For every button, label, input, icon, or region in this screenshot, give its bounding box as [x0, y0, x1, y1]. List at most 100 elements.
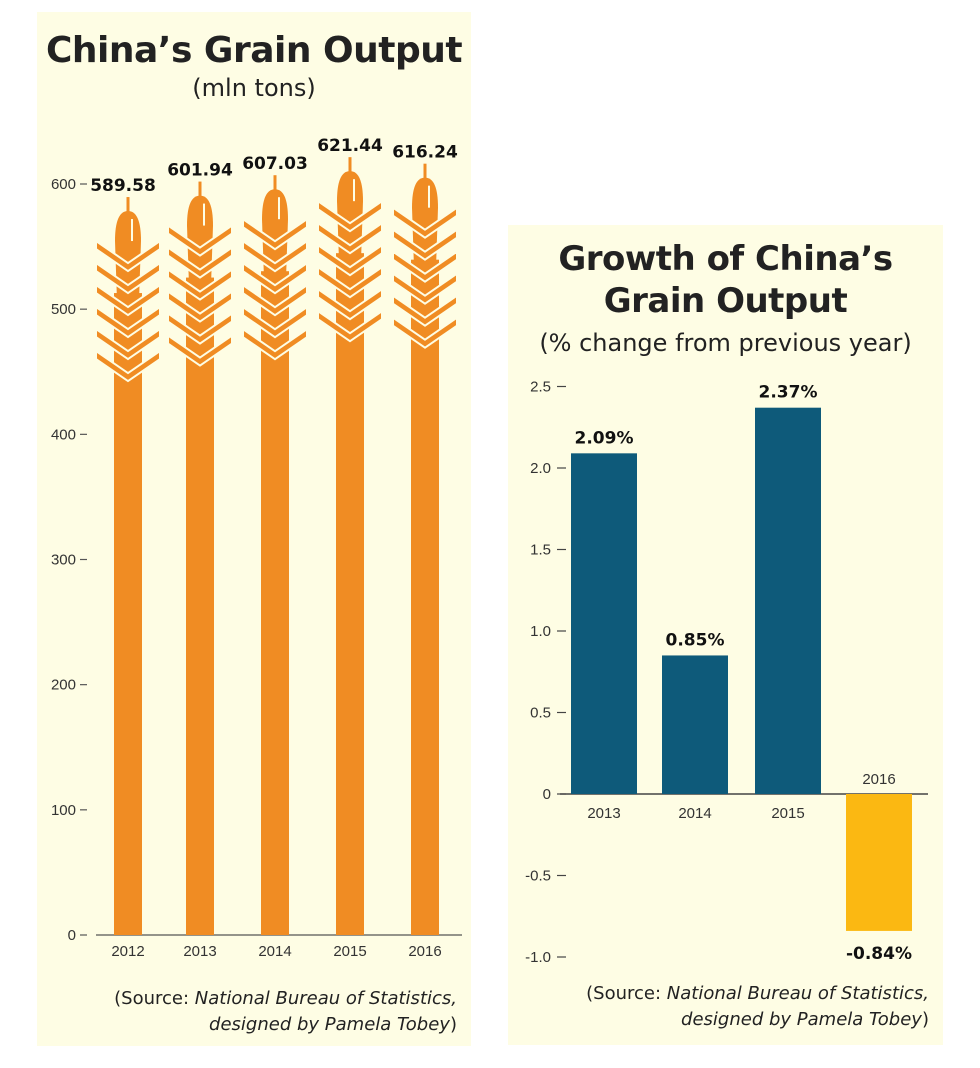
y-tick-label: 200 [51, 677, 76, 694]
ear-kernel [392, 205, 458, 239]
data-label: -0.84% [846, 944, 912, 964]
ear-kernel [242, 327, 308, 361]
source-text-2: designed by Pamela Tobey [209, 1014, 450, 1035]
ear-awn [273, 175, 277, 192]
ear-kernel [317, 221, 383, 255]
bar-stalk [114, 293, 142, 935]
wheat-bar [392, 163, 458, 935]
y-tick-label: -1.0 [525, 949, 551, 966]
ear-kernel [317, 199, 383, 233]
y-tick-label: 0 [68, 927, 76, 944]
ear-kernel [242, 283, 308, 317]
chart-title-line1: Growth of China’s [558, 239, 893, 279]
bar-stalk [411, 259, 439, 935]
y-tick-label: 1.0 [530, 623, 551, 640]
ear-kernel [95, 349, 161, 383]
bar [846, 794, 912, 931]
y-tick-label: 300 [51, 552, 76, 569]
wheat-ear-icon [392, 163, 458, 349]
ear-kernel [167, 267, 233, 301]
source-note: (Source: National Bureau of Statistics, … [114, 986, 457, 1038]
ear-kernel [317, 309, 383, 343]
x-tick-label: 2015 [333, 943, 366, 960]
data-label: 2.09% [575, 428, 634, 448]
wheat-bar [317, 157, 383, 936]
chart-title: China’s Grain Output [45, 30, 463, 71]
source-prefix: (Source: [586, 983, 667, 1004]
source-text-2: designed by Pamela Tobey [681, 1009, 922, 1030]
ear-kernel [167, 245, 233, 279]
ear-kernel [167, 289, 233, 323]
x-tick-label: 2013 [183, 943, 216, 960]
chart-subtitle: (mln tons) [192, 74, 316, 102]
source-text-1: National Bureau of Statistics, [194, 988, 457, 1009]
ear-kernel [392, 249, 458, 283]
y-tick-label: -0.5 [525, 868, 551, 885]
chart-subtitle: (% change from previous year) [539, 329, 912, 357]
y-tick-label: 500 [51, 301, 76, 318]
x-tick-label: 2016 [408, 943, 441, 960]
data-label: 607.03 [242, 154, 308, 174]
source-suffix: ) [449, 1014, 457, 1035]
bar-stalk [186, 277, 214, 935]
x-tick-label: 2014 [678, 805, 711, 822]
wheat-bar [242, 175, 308, 935]
source-text-1: National Bureau of Statistics, [666, 983, 929, 1004]
data-label: 601.94 [167, 161, 233, 181]
y-tick-label: 0 [543, 786, 551, 803]
ear-kernel [242, 305, 308, 339]
wheat-bar [95, 197, 161, 935]
ear-kernel [95, 327, 161, 361]
ear-kernel [167, 223, 233, 257]
ear-kernel [242, 217, 308, 251]
wheat-ear-icon [167, 181, 233, 367]
y-tick-label: 100 [51, 802, 76, 819]
y-tick-label: 0.5 [530, 705, 551, 722]
grain-growth-chart: -1.0 -0.5 0 0.5 1.0 1.5 2.0 2.5 2.09% 2013 0.85% 20… [525, 379, 928, 966]
ear-awn [198, 181, 202, 198]
ear-kernel [392, 315, 458, 349]
y-tick-label: 400 [51, 426, 76, 443]
data-label: 589.58 [90, 176, 156, 196]
ear-kernel [317, 265, 383, 299]
chart-title-line2: Grain Output [603, 281, 848, 321]
y-tick-label: 2.0 [530, 460, 551, 477]
bar [662, 655, 728, 794]
x-tick-label: 2013 [587, 805, 620, 822]
ear-kernel [317, 287, 383, 321]
source-note: (Source: National Bureau of Statistics, … [586, 981, 929, 1033]
ear-kernel [167, 333, 233, 367]
source-suffix: ) [921, 1009, 929, 1030]
ear-kernel [392, 293, 458, 327]
bar [755, 407, 821, 794]
x-tick-label: 2015 [771, 805, 804, 822]
bar-stalk [336, 253, 364, 936]
grain-output-chart: 0 100 200 300 400 500 600 589.58 2012 601.94 2013 6… [51, 136, 462, 960]
data-label: 616.24 [392, 143, 458, 163]
bar [571, 453, 637, 794]
ear-kernel [95, 305, 161, 339]
y-tick-label: 600 [51, 176, 76, 193]
y-tick-label: 1.5 [530, 542, 551, 559]
ear-kernel [242, 239, 308, 273]
wheat-ear-icon [317, 157, 383, 343]
ear-kernel [95, 261, 161, 295]
x-tick-label: 2014 [258, 943, 291, 960]
wheat-ear-icon [95, 197, 161, 383]
ear-kernel [95, 283, 161, 317]
wheat-ear-icon [242, 175, 308, 361]
source-prefix: (Source: [114, 988, 195, 1009]
data-label: 621.44 [317, 136, 383, 156]
ear-kernel [317, 243, 383, 277]
y-tick-label: 2.5 [530, 379, 551, 396]
ear-kernel [242, 261, 308, 295]
ear-awn [348, 157, 352, 174]
ear-kernel [392, 271, 458, 305]
ear-kernel [95, 239, 161, 273]
x-tick-label: 2012 [111, 943, 144, 960]
ear-awn [126, 197, 130, 214]
ear-kernel [167, 311, 233, 345]
x-tick-label: 2016 [862, 771, 895, 788]
ear-awn [423, 163, 427, 180]
